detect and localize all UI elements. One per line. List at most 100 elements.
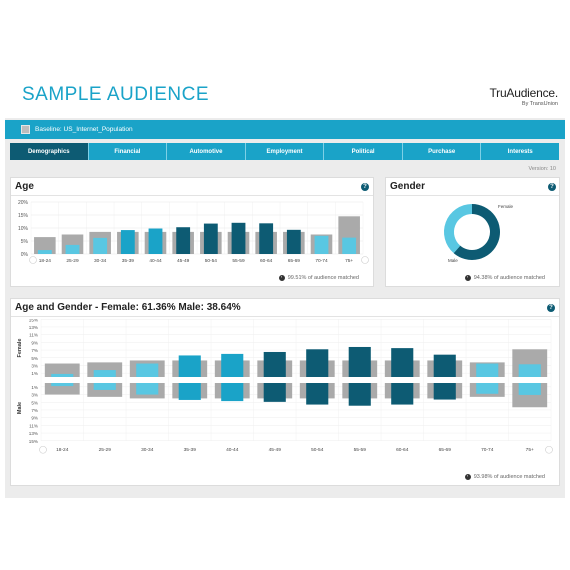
- female-axis-label: Female: [17, 339, 23, 358]
- y-tick-label: 7%: [31, 348, 38, 353]
- y-tick-label: 11%: [29, 333, 38, 338]
- x-tick-label: 35-39: [122, 258, 135, 264]
- x-tick-label: 45-49: [269, 447, 282, 453]
- x-tick-label: 50-54: [205, 258, 218, 264]
- version-label: Version: 10: [528, 166, 556, 172]
- y-tick-label: 20%: [18, 200, 29, 206]
- audience-bar: [148, 228, 163, 254]
- y-tick-label: 15%: [18, 213, 29, 219]
- gender-matched-text: 94.38% of audience matched: [473, 275, 545, 281]
- x-tick-label: 75+: [526, 447, 534, 453]
- x-tick-label: 60-64: [396, 447, 409, 453]
- y-tick-label: 1%: [31, 385, 38, 390]
- male-audience-bar: [136, 383, 159, 395]
- female-audience-bar: [518, 364, 541, 377]
- female-audience-bar: [306, 349, 329, 377]
- male-audience-bar: [93, 383, 116, 390]
- female-baseline-bar: [44, 363, 80, 377]
- male-axis-label: Male: [17, 402, 23, 414]
- age-gender-matched-text: 93.98% of audience matched: [473, 474, 545, 480]
- x-tick-label: 55-59: [232, 258, 245, 264]
- female-audience-bar: [136, 363, 159, 377]
- y-tick-label: 10%: [18, 226, 29, 232]
- female-audience-bar: [476, 363, 499, 377]
- y-tick-label: 7%: [31, 408, 38, 413]
- audience-bar: [120, 230, 135, 254]
- y-tick-label: 9%: [31, 340, 38, 345]
- matched-pie-icon: [464, 474, 471, 480]
- male-audience-bar: [476, 383, 499, 394]
- male-audience-bar: [51, 383, 74, 387]
- audience-bar: [342, 237, 357, 254]
- category-tabs: Demographics Financial Automotive Employ…: [10, 143, 560, 160]
- scroll-left-icon: [39, 445, 47, 454]
- female-audience-bar: [433, 354, 456, 377]
- baseline-bar[interactable]: Baseline: US_Internet_Population: [5, 120, 565, 139]
- audience-bar: [65, 244, 80, 254]
- logo-sub: By TransUnion: [521, 101, 558, 107]
- tab-automotive[interactable]: Automotive: [167, 143, 246, 160]
- gender-card-title: Gender: [390, 181, 426, 192]
- audience-bar: [259, 223, 274, 254]
- baseline-checkbox[interactable]: [21, 125, 30, 134]
- x-tick-label: 70-74: [481, 447, 494, 453]
- tab-political[interactable]: Political: [324, 143, 403, 160]
- x-tick-label: 18-24: [39, 258, 52, 264]
- x-tick-label: 18-24: [56, 447, 69, 453]
- help-icon[interactable]: ?: [547, 304, 555, 312]
- female-audience-bar: [263, 351, 286, 377]
- baseline-label: Baseline: US_Internet_Population: [35, 126, 133, 133]
- y-tick-label: 0%: [21, 252, 29, 258]
- female-audience-bar: [221, 353, 244, 377]
- logo-brand: TruAudience.: [489, 86, 558, 100]
- matched-pie-icon: [278, 275, 285, 281]
- male-audience-bar: [433, 383, 456, 400]
- card-divider: [386, 195, 559, 196]
- tab-employment[interactable]: Employment: [245, 143, 325, 160]
- age-gender-card: Age and Gender - Female: 61.36% Male: 38…: [10, 298, 560, 486]
- x-tick-label: 65-69: [288, 258, 301, 264]
- female-audience-bar: [178, 355, 201, 377]
- audience-bar: [176, 227, 191, 254]
- audience-bar: [37, 250, 52, 254]
- help-icon[interactable]: ?: [548, 183, 556, 191]
- female-audience-bar: [348, 346, 371, 377]
- truaudience-logo: TruAudience. By TransUnion: [489, 86, 558, 107]
- age-gender-chart: 15% 1% 13% 3% 11% 5% 9% 7% 7% 9% 5% 11% 3% 13% 1% 15% Fe…: [17, 319, 553, 454]
- y-tick-label: 5%: [31, 356, 38, 361]
- y-tick-label: 3%: [31, 363, 38, 368]
- tab-financial[interactable]: Financial: [88, 143, 168, 160]
- x-tick-label: 40-44: [226, 447, 239, 453]
- x-tick-label: 60-64: [260, 258, 273, 264]
- y-tick-label: 5%: [21, 239, 29, 245]
- x-tick-label: 50-54: [311, 447, 324, 453]
- baseline-bar: [34, 237, 56, 254]
- y-tick-label: 13%: [29, 431, 38, 436]
- audience-bar: [203, 223, 218, 254]
- audience-bar: [314, 235, 329, 254]
- x-tick-label: 30-34: [141, 447, 154, 453]
- scroll-left-icon: [29, 256, 37, 264]
- tab-purchase[interactable]: Purchase: [402, 143, 482, 160]
- female-audience-bar: [93, 370, 116, 377]
- card-divider: [11, 316, 559, 317]
- x-tick-label: 35-39: [184, 447, 197, 453]
- gender-slice: [453, 204, 500, 260]
- x-tick-label: 55-59: [354, 447, 367, 453]
- male-audience-bar: [178, 383, 201, 400]
- male-audience-bar: [221, 383, 244, 402]
- x-tick-label: 45-49: [177, 258, 190, 264]
- y-tick-label: 9%: [31, 416, 38, 421]
- tab-demographics[interactable]: Demographics: [10, 143, 89, 160]
- audience-bar: [231, 222, 246, 254]
- tab-interests[interactable]: Interests: [481, 143, 560, 160]
- page-title: SAMPLE AUDIENCE: [22, 84, 209, 105]
- scroll-right-icon: [361, 256, 369, 264]
- y-tick-label: 15%: [29, 439, 38, 444]
- scroll-right-icon: [545, 445, 553, 454]
- x-tick-label: 30-34: [94, 258, 107, 264]
- age-matched-text: 99.51% of audience matched: [287, 275, 359, 281]
- gender-slice: [444, 204, 473, 254]
- help-icon[interactable]: ?: [361, 183, 369, 191]
- y-tick-label: 15%: [29, 319, 38, 322]
